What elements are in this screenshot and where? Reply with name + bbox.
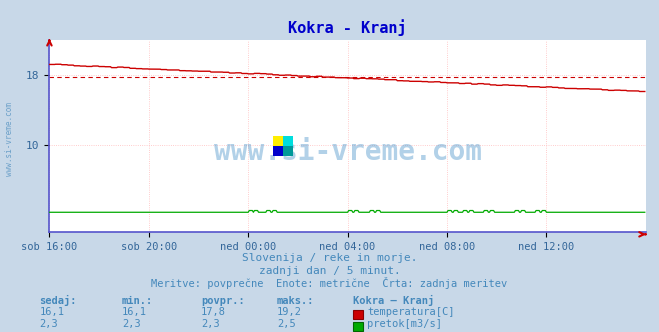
Text: zadnji dan / 5 minut.: zadnji dan / 5 minut. (258, 266, 401, 276)
Text: temperatura[C]: temperatura[C] (367, 307, 455, 317)
Text: 17,8: 17,8 (201, 307, 226, 317)
Text: 2,3: 2,3 (201, 319, 219, 329)
Text: 2,3: 2,3 (40, 319, 58, 329)
Text: 19,2: 19,2 (277, 307, 302, 317)
Text: min.:: min.: (122, 296, 153, 306)
Text: sedaj:: sedaj: (40, 295, 77, 306)
Text: www.si-vreme.com: www.si-vreme.com (5, 103, 14, 176)
Bar (273, 136, 283, 146)
Bar (283, 146, 293, 156)
Text: povpr.:: povpr.: (201, 296, 244, 306)
Text: 16,1: 16,1 (40, 307, 65, 317)
Text: pretok[m3/s]: pretok[m3/s] (367, 319, 442, 329)
Text: maks.:: maks.: (277, 296, 314, 306)
Bar (283, 136, 293, 146)
Title: Kokra - Kranj: Kokra - Kranj (288, 19, 407, 36)
Text: Kokra – Kranj: Kokra – Kranj (353, 295, 434, 306)
Text: www.si-vreme.com: www.si-vreme.com (214, 137, 482, 166)
Text: Slovenija / reke in morje.: Slovenija / reke in morje. (242, 253, 417, 263)
Text: 16,1: 16,1 (122, 307, 147, 317)
Bar (273, 146, 283, 156)
Text: Meritve: povprečne  Enote: metrične  Črta: zadnja meritev: Meritve: povprečne Enote: metrične Črta:… (152, 277, 507, 289)
Text: 2,5: 2,5 (277, 319, 295, 329)
Text: 2,3: 2,3 (122, 319, 140, 329)
